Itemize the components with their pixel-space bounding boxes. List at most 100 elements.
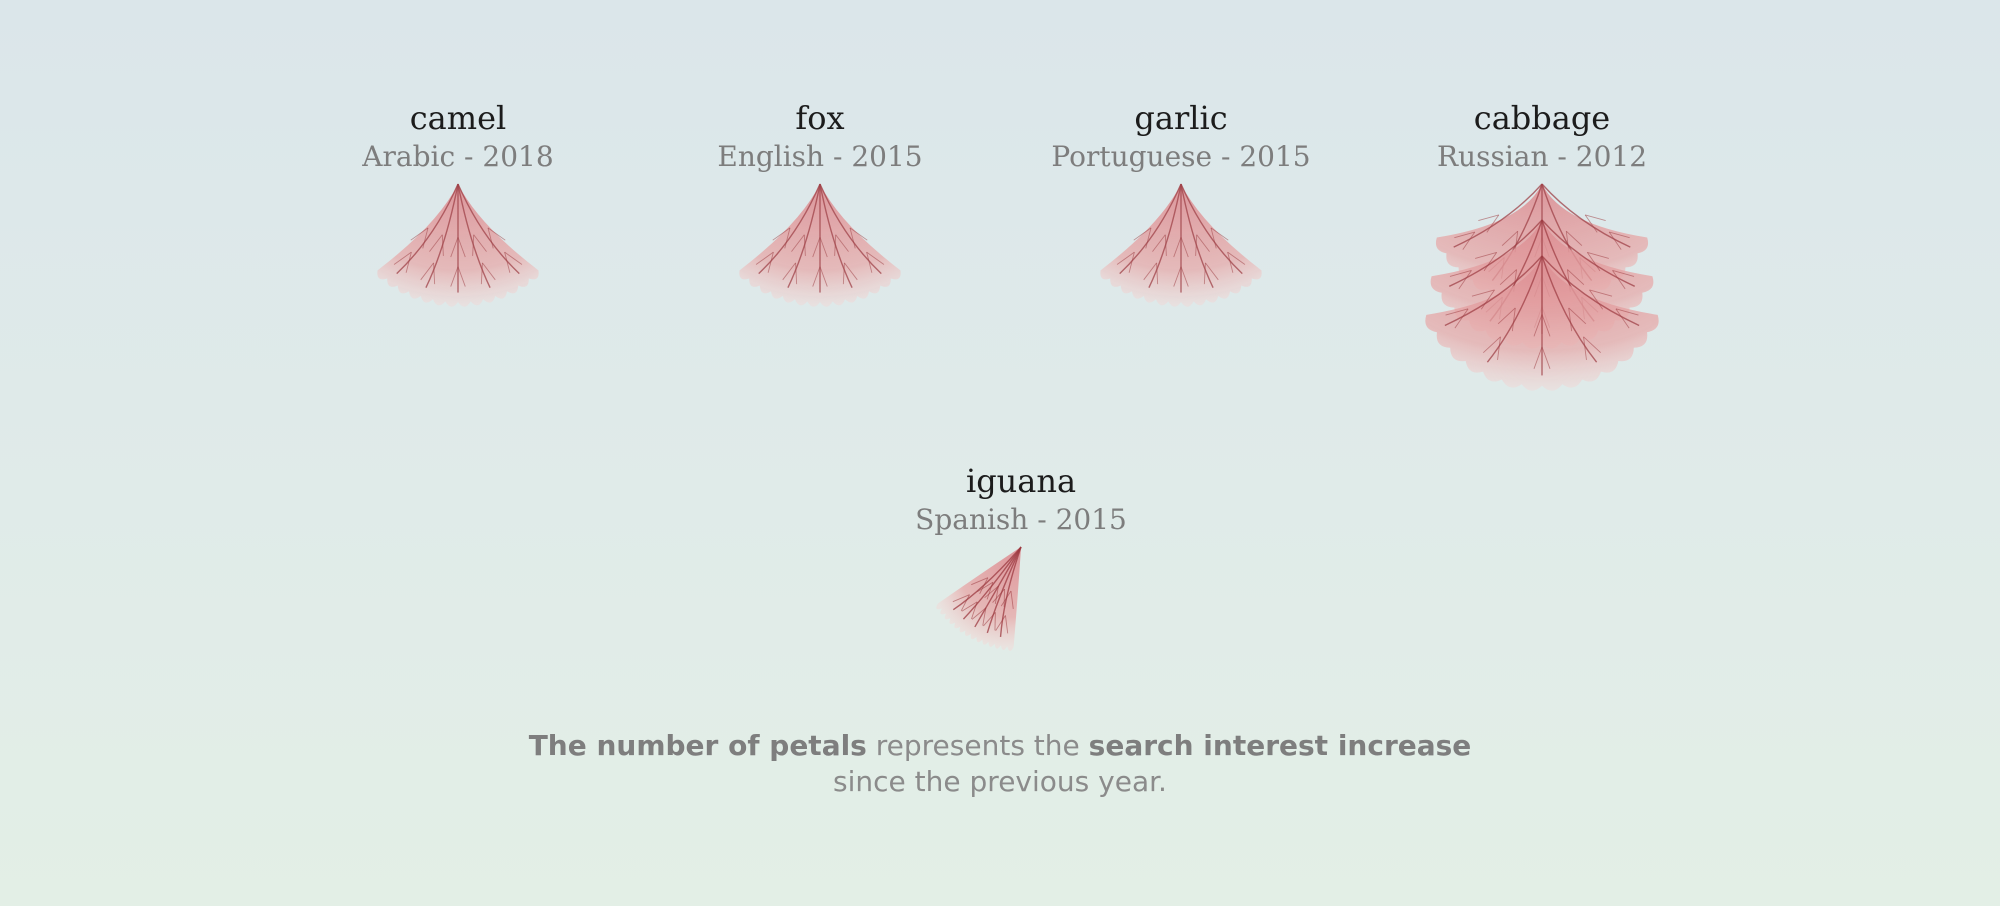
petal-vein-branch <box>772 227 791 241</box>
petal-vein-branch <box>849 227 856 249</box>
petal-vein-branch <box>1454 308 1469 329</box>
petal-vein-branch <box>1585 214 1606 222</box>
petal-vein-branch <box>457 236 466 258</box>
petal-vein-branch <box>1462 231 1476 250</box>
caption-line-2: since the previous year. <box>833 765 1167 798</box>
petal-vein-branch <box>405 252 412 273</box>
flower-glyph-camel <box>377 183 539 307</box>
petal-vein-branch <box>803 234 806 256</box>
chart-caption: The number of petals represents the sear… <box>0 728 2000 800</box>
petal-vein-branch <box>1164 234 1167 256</box>
petal-vein-branch <box>795 262 798 285</box>
petal-vein-branch <box>992 588 1005 603</box>
petal-vein <box>1486 255 1543 363</box>
petal-vein-branch <box>433 262 436 285</box>
petal-vein-branch <box>429 234 443 252</box>
petal-vein-branch <box>1205 262 1219 281</box>
petal <box>1425 255 1659 391</box>
petal-vein-branch <box>835 234 849 252</box>
petal-vein-branch <box>994 612 996 631</box>
petal-vein-branch <box>1000 590 1012 607</box>
petal-vein-branch <box>971 577 989 586</box>
petal-vein-branch <box>441 234 444 256</box>
flower-card-camel: camel Arabic - 2018 <box>298 98 618 406</box>
flower-word: iguana <box>965 462 1077 500</box>
petal-vein-branch <box>1497 336 1501 361</box>
petal-vein <box>1119 183 1182 275</box>
petal-vein-branch <box>420 262 434 281</box>
petal-vein-branch <box>819 266 828 287</box>
petal-vein-branch <box>1143 262 1157 281</box>
petal-vein <box>819 183 882 275</box>
petal-vein-branch <box>450 236 459 258</box>
petal-vein-branch <box>1587 251 1609 259</box>
petal-vein-branch <box>1003 589 1005 608</box>
petal-vein-branch <box>1589 289 1604 310</box>
petal-vein-branch <box>1584 214 1598 233</box>
petal-vein-branch <box>849 227 868 241</box>
petal-vein-branch <box>994 586 999 604</box>
petal-vein-branch <box>1133 227 1152 241</box>
petal-vein-branch <box>977 581 994 593</box>
petal-vein-branch <box>982 607 987 626</box>
flower-word: cabbage <box>1473 99 1611 137</box>
flower-card-garlic: garlic Portuguese - 2015 <box>1021 98 1341 406</box>
petal-vein-branch <box>984 585 999 599</box>
petal-vein <box>396 183 459 275</box>
petal-vein <box>457 183 491 289</box>
petal-vein-branch <box>1567 269 1585 286</box>
petal-vein-branch <box>480 262 483 285</box>
petal-vein-branch <box>1586 252 1601 272</box>
flower-glyph-cabbage <box>1425 183 1659 391</box>
petal-vein-branch <box>1541 346 1551 369</box>
petal-vein-branch <box>952 594 970 603</box>
petal-vein-branch <box>961 601 978 612</box>
flower-language-year: Portuguese - 2015 <box>1051 140 1311 173</box>
petal-vein-branch <box>1482 336 1501 353</box>
petal-vein-branch <box>844 262 858 281</box>
petal-vein-branch <box>393 251 412 265</box>
petal-vein-branch <box>1128 252 1135 273</box>
petal-vein <box>457 183 520 275</box>
petal-vein <box>1444 255 1543 327</box>
petal-vein-branch <box>1152 234 1166 252</box>
petal-vein-branch <box>1541 314 1551 337</box>
petal-vein-branch <box>1612 270 1635 277</box>
flower-language-year: Russian - 2012 <box>1436 140 1648 173</box>
petal-vein-branch <box>1180 236 1189 258</box>
caption-bold-interest: search interest increase <box>1088 729 1472 762</box>
petal-vein-branch <box>971 601 978 620</box>
petal-vein-branch <box>1615 308 1639 316</box>
petal-vein-branch <box>487 227 494 249</box>
petal-vein-branch <box>410 227 429 241</box>
petal-vein-branch <box>1497 307 1516 325</box>
petal-vein-branch <box>784 227 791 249</box>
petal-vein-branch <box>1210 227 1217 249</box>
flower-card-cabbage: cabbage Russian - 2012 <box>1382 98 1702 406</box>
petal <box>377 183 539 307</box>
petal-vein-branch <box>1116 251 1135 265</box>
flower-card-iguana: iguana Spanish - 2015 <box>861 461 1181 769</box>
petal-vein-branch <box>995 615 1006 631</box>
petal-vein-branch <box>979 577 989 594</box>
petal-vein-branch <box>1010 590 1014 609</box>
petal-vein <box>1541 255 1640 327</box>
petal-vein <box>787 183 821 289</box>
petal-vein-branch <box>1180 266 1189 287</box>
petal-vein-branch <box>504 251 523 265</box>
petal-vein-branch <box>1486 214 1500 233</box>
petal-vein-branch <box>1471 289 1495 297</box>
petal-vein-branch <box>1173 236 1182 258</box>
petal-vein-branch <box>1483 252 1498 272</box>
petal-vein-branch <box>834 234 837 256</box>
petal-vein-branch <box>504 252 511 273</box>
petal-vein <box>425 183 459 289</box>
petal <box>739 183 901 307</box>
petal-vein <box>1453 183 1543 248</box>
petal-vein <box>999 546 1022 638</box>
petal-vein-branch <box>1480 289 1495 310</box>
petal-vein-branch <box>1533 346 1543 369</box>
caption-line-1: The number of petals represents the sear… <box>0 728 2000 764</box>
petal-vein <box>758 183 821 275</box>
petal-vein-branch <box>1195 234 1198 256</box>
